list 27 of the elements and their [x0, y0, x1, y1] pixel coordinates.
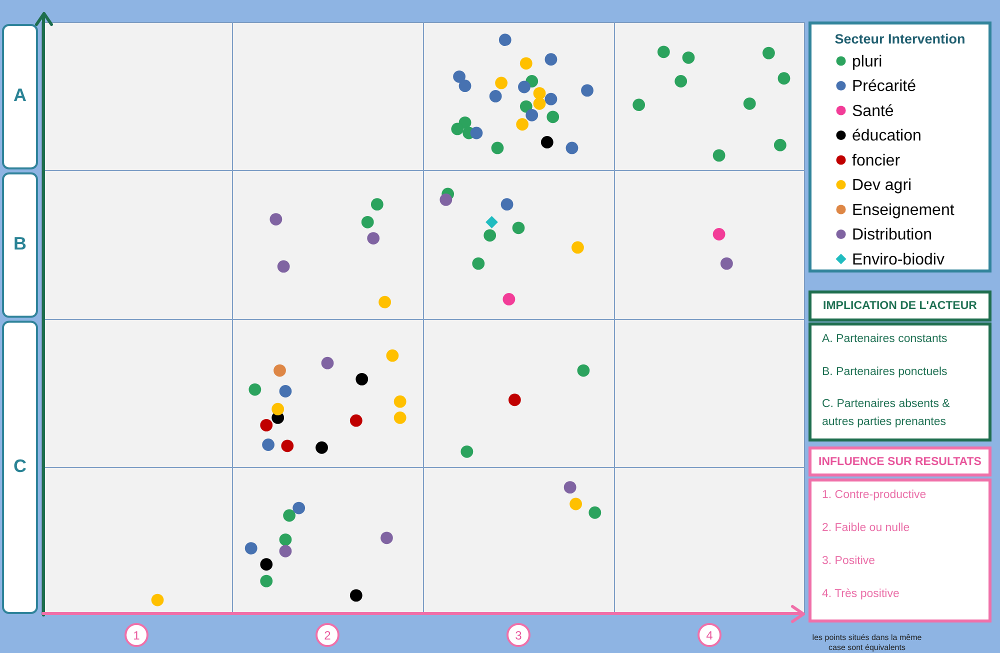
x-axis-title: INFLUENCE SUR RESULTATS [818, 456, 982, 468]
text: 1. Contre-productive [822, 488, 926, 503]
text: 4. Très positive [822, 587, 900, 602]
legend-label: Enviro-biodiv [852, 251, 944, 268]
text: 2. Faible ou nulle [822, 521, 910, 536]
legend-label: pluri [852, 53, 882, 70]
x-tick-label: 2 [324, 628, 332, 642]
text: B [14, 234, 26, 254]
legend-label: Précarité [852, 78, 916, 96]
text: C. Partenaires absents & autres parties prenantes [822, 397, 951, 430]
text: A. Partenaires constants [822, 332, 948, 347]
legend-title: Secteur Intervention [834, 32, 966, 47]
text: A [14, 85, 26, 106]
x-tick-label: 3 [515, 628, 522, 642]
legend-label: Dev agri [852, 177, 912, 194]
x-tick-label: 4 [706, 628, 714, 642]
x-tick-label: 1 [133, 628, 140, 642]
legend-label: Distribution [852, 226, 932, 244]
legend-label: Enseignement [852, 202, 955, 219]
text: C [14, 456, 26, 476]
text: 3. Positive [822, 554, 876, 569]
legend-label: foncier [852, 152, 901, 170]
legend-label: éducation [852, 128, 922, 145]
legend-label: Santé [852, 102, 894, 120]
text: B. Partenaires ponctuels [822, 364, 948, 380]
text: les points situés dans la même case sont équivalents [812, 633, 922, 652]
y-axis-title: IMPLICATION DE L'ACTEUR [823, 300, 977, 312]
